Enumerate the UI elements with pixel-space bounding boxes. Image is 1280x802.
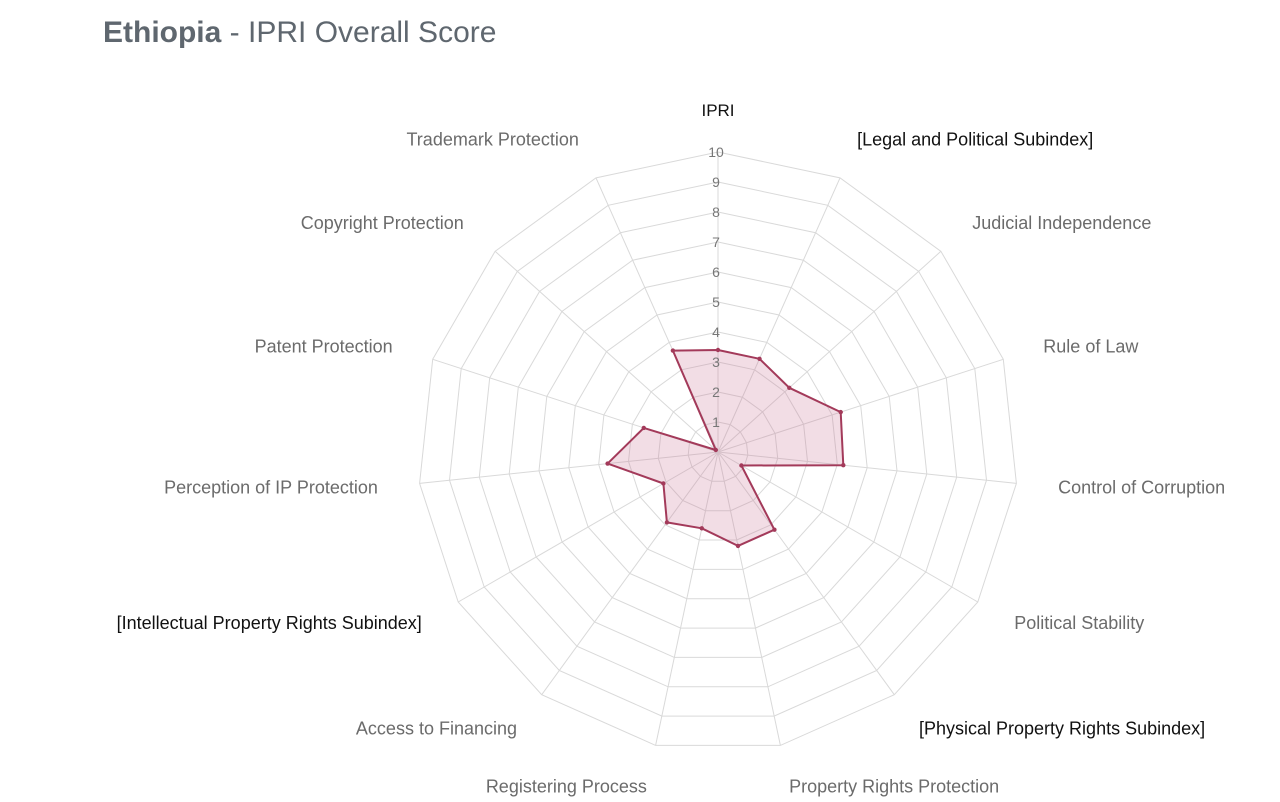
tick-label: 9 bbox=[712, 174, 720, 190]
axis-label: Property Rights Protection bbox=[789, 777, 999, 797]
axis-labels: IPRI [Legal and Political Subindex] Judici… bbox=[117, 101, 1226, 797]
grid-ring-6 bbox=[538, 271, 898, 629]
data-point[interactable] bbox=[713, 447, 718, 453]
radar-grid bbox=[419, 151, 1017, 746]
data-point[interactable] bbox=[772, 527, 777, 532]
data-point[interactable] bbox=[641, 425, 646, 431]
title-country: Ethiopia bbox=[103, 16, 222, 49]
tick-label: 7 bbox=[712, 234, 720, 250]
axis-label: Copyright Protection bbox=[301, 213, 464, 233]
grid-ring-3 bbox=[627, 361, 809, 541]
data-point[interactable] bbox=[787, 385, 792, 390]
grid-ring-5 bbox=[568, 301, 868, 600]
data-point[interactable] bbox=[757, 356, 762, 361]
grid-ring-2 bbox=[657, 391, 779, 512]
radar-series bbox=[605, 347, 846, 549]
spoke-line bbox=[717, 451, 895, 695]
axis-label: Judicial Independence bbox=[972, 213, 1151, 233]
data-point[interactable] bbox=[661, 481, 666, 486]
data-point[interactable] bbox=[838, 409, 843, 415]
radial-ticks: 1 2 3 4 5 6 7 8 9 10 bbox=[708, 144, 724, 430]
tick-label: 10 bbox=[708, 144, 724, 160]
data-point[interactable] bbox=[841, 463, 846, 468]
axis-label: Perception of IP Protection bbox=[164, 478, 378, 498]
axis-label: Political Stability bbox=[1014, 613, 1144, 633]
grid-ring-8 bbox=[478, 211, 958, 688]
axis-label: Access to Financing bbox=[356, 719, 517, 739]
axis-label: Control of Corruption bbox=[1058, 478, 1225, 498]
spoke-line bbox=[717, 451, 1017, 484]
grid-ring-4 bbox=[598, 331, 838, 570]
spoke-line bbox=[717, 358, 1004, 453]
title-metric: IPRI Overall Score bbox=[248, 16, 497, 49]
data-point[interactable] bbox=[715, 347, 721, 353]
axis-label: Patent Protection bbox=[255, 336, 393, 356]
data-point[interactable] bbox=[664, 520, 670, 525]
tick-label: 1 bbox=[712, 414, 720, 430]
title-separator: - bbox=[221, 16, 249, 49]
data-point[interactable] bbox=[670, 348, 676, 353]
spoke-line bbox=[717, 451, 781, 746]
tick-label: 3 bbox=[712, 354, 720, 370]
axis-label: IPRI bbox=[701, 101, 734, 120]
spoke-line bbox=[655, 451, 719, 746]
spoke-line bbox=[717, 177, 841, 453]
spoke-line bbox=[717, 250, 942, 453]
tick-label: 6 bbox=[712, 264, 720, 280]
axis-label: [Intellectual Property Rights Subindex] bbox=[117, 613, 422, 633]
grid-ring-10 bbox=[419, 151, 1017, 746]
data-point[interactable] bbox=[739, 463, 744, 468]
axis-label: [Physical Property Rights Subindex] bbox=[919, 719, 1205, 739]
data-point[interactable] bbox=[699, 526, 704, 531]
grid-ring-7 bbox=[508, 241, 928, 658]
spoke-line bbox=[494, 250, 719, 453]
tick-label: 8 bbox=[712, 204, 720, 220]
spoke-line bbox=[717, 451, 979, 603]
grid-ring-9 bbox=[448, 181, 988, 717]
spoke-line bbox=[419, 451, 719, 484]
grid-ring-1 bbox=[687, 421, 749, 482]
tick-label: 4 bbox=[712, 324, 720, 340]
spoke-line bbox=[457, 451, 719, 603]
axis-label: Registering Process bbox=[486, 777, 647, 797]
series-area-0 bbox=[606, 349, 845, 547]
spoke-line bbox=[541, 451, 719, 695]
data-point[interactable] bbox=[605, 461, 610, 466]
axis-label: Rule of Law bbox=[1043, 336, 1139, 356]
axis-label: [Legal and Political Subindex] bbox=[857, 130, 1093, 150]
data-point[interactable] bbox=[735, 543, 741, 549]
chart-title: Ethiopia - IPRI Overall Score bbox=[103, 16, 496, 50]
tick-label: 5 bbox=[712, 294, 720, 310]
tick-label: 2 bbox=[712, 384, 720, 400]
axis-label: Trademark Protection bbox=[406, 130, 578, 150]
